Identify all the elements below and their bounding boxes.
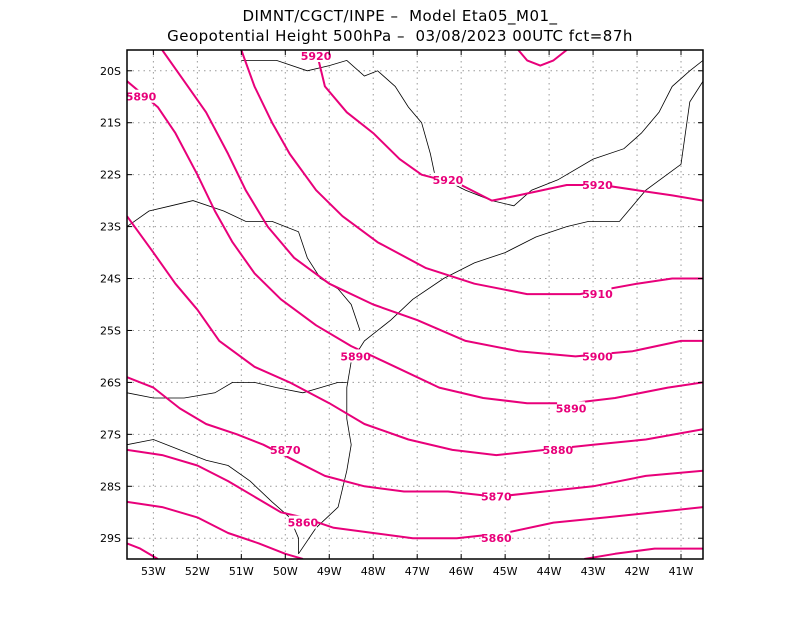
contour-5840	[127, 542, 159, 559]
contour-label-bg	[482, 531, 511, 545]
x-tick-label: 48W	[361, 565, 386, 578]
x-tick-label: 42W	[625, 565, 650, 578]
x-tick-label: 51W	[229, 565, 254, 578]
x-tick-label: 53W	[141, 565, 166, 578]
y-tick-label: 21S	[100, 117, 121, 130]
x-axis-ticks: 53W 52W 51W 50W 49W 48W 47W 46W 45W 44W 43W 42W 41W	[141, 50, 694, 578]
x-tick-label: 46W	[449, 565, 474, 578]
y-tick-label: 23S	[100, 221, 121, 234]
x-tick-label: 41W	[669, 565, 694, 578]
contour-label-bg	[557, 401, 586, 415]
chart-title-line2: Geopotential Height 500hPa – 03/08/2023 …	[167, 27, 633, 45]
contour-label-bg	[433, 172, 462, 186]
contour-5840	[584, 547, 703, 559]
x-tick-label: 49W	[317, 565, 342, 578]
contour-label: 5920	[301, 50, 332, 63]
state-border-pr-sc	[127, 382, 347, 399]
contour-label: 5880	[543, 444, 574, 457]
contour-label: 5890	[340, 350, 371, 363]
contour-label-bg	[543, 442, 572, 456]
contour-label-bg	[288, 515, 317, 529]
contour-label: 5860	[481, 532, 512, 545]
y-tick-label: 26S	[100, 376, 121, 389]
contour-5850	[127, 500, 304, 559]
y-tick-label: 29S	[100, 532, 121, 545]
x-tick-label: 52W	[185, 565, 210, 578]
contour-5870	[127, 376, 703, 498]
contour-lines	[127, 50, 703, 559]
x-tick-label: 44W	[537, 565, 562, 578]
contour-label: 5900	[582, 350, 613, 363]
coastline	[298, 80, 703, 555]
y-tick-label: 25S	[100, 324, 121, 337]
contour-label: 5870	[270, 444, 301, 457]
contour-label-bg	[482, 489, 511, 503]
contour-label-bg	[583, 178, 612, 192]
y-tick-label: 24S	[100, 273, 121, 286]
plot-frame	[126, 49, 704, 560]
contour-label-bg	[341, 349, 370, 363]
contour-label: 5890	[126, 91, 157, 104]
contour-5890	[127, 80, 703, 405]
x-tick-label: 43W	[581, 565, 606, 578]
chart-title-line1: DIMNT/CGCT/INPE – Model Eta05_M01_	[242, 7, 558, 25]
contour-5910	[240, 50, 703, 296]
contour-labels: 5920 5920 5920 5910 5900 5890 5890 5890 5880 5870…	[126, 49, 613, 545]
contour-label: 5920	[582, 179, 613, 192]
lat-lon-grid	[127, 50, 703, 559]
contour-label: 5890	[556, 402, 587, 415]
contour-label-bg	[583, 349, 612, 363]
y-tick-label: 20S	[100, 65, 121, 78]
contour-label-bg	[583, 287, 612, 301]
y-tick-label: 28S	[100, 480, 121, 493]
contour-5880	[127, 215, 703, 457]
x-tick-label: 47W	[405, 565, 430, 578]
contour-5900	[161, 50, 703, 358]
contour-label: 5910	[582, 288, 613, 301]
contour-5920	[315, 50, 703, 202]
contour-label: 5920	[433, 174, 464, 187]
contour-label-bg	[271, 442, 300, 456]
x-tick-label: 45W	[493, 565, 518, 578]
x-tick-label: 50W	[273, 565, 298, 578]
y-tick-label: 22S	[100, 169, 121, 182]
contour-5920	[517, 50, 568, 67]
contour-label-bg	[302, 49, 331, 62]
coast-and-borders	[127, 59, 703, 555]
contour-label: 5860	[288, 517, 319, 530]
y-tick-label: 27S	[100, 428, 121, 441]
contour-label: 5870	[481, 491, 512, 504]
contour-5860	[127, 448, 703, 540]
contour-label-bg	[127, 89, 155, 103]
y-axis-ticks: 20S 21S 22S 23S 24S 25S 26S 27S 28S 29S	[100, 65, 703, 545]
